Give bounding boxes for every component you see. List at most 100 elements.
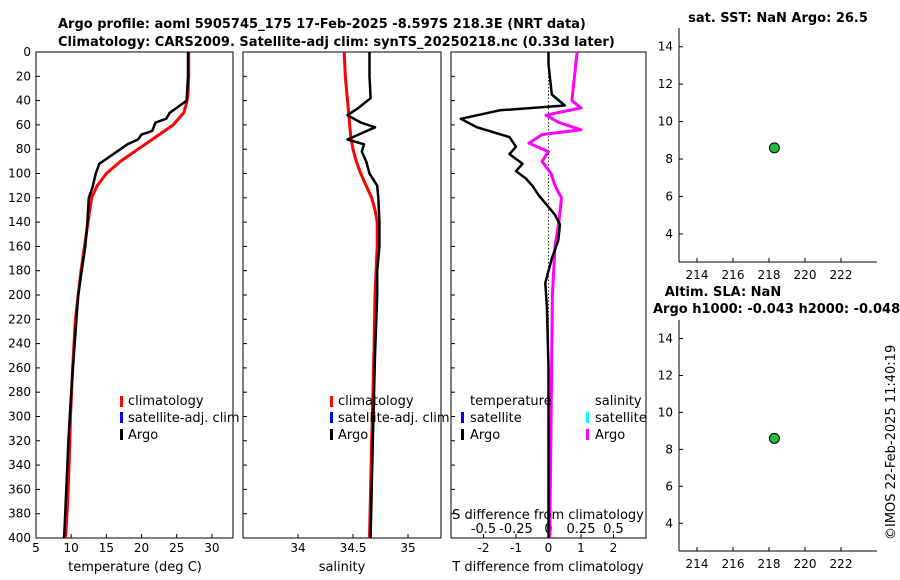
x-tick-label: 35 <box>400 541 415 555</box>
profile-location-marker <box>768 142 780 154</box>
x-tick-label: 220 <box>794 268 817 282</box>
x-tick-label: 218 <box>758 557 781 571</box>
figure-title-line1: Argo profile: aoml 5905745_175 17-Feb-20… <box>58 17 586 32</box>
x-tick-label: 30 <box>204 541 219 555</box>
s-tick-label: -0.25 <box>499 522 533 537</box>
temperature-panel: 5 10 15 20 25 3002040608010012014016018020022… <box>8 45 234 555</box>
y-tick-label: 40 <box>16 94 31 108</box>
y-tick-label: 140 <box>8 215 31 229</box>
climatology-line <box>64 52 191 539</box>
y-tick-label: 4 <box>665 516 673 530</box>
legend-label-s-satellite: satellite <box>595 411 647 426</box>
x-tick-label: 222 <box>830 268 853 282</box>
y-tick-label: 160 <box>8 239 31 253</box>
x-tick-label: -2 <box>478 541 490 555</box>
salinity-legend: climatology satellite-adj. clim Argo <box>330 394 450 443</box>
legend-label-t-satellite: satellite <box>470 411 522 426</box>
s-tick-label: 0.5 <box>603 522 624 537</box>
y-tick-label: 8 <box>665 152 673 166</box>
difference-panel: -2 -1 0 1 2-0.5 -0.25 0 0.25 0.5 <box>450 51 647 555</box>
x-tick-label: 34.5 <box>340 541 367 555</box>
y-tick-label: 320 <box>8 434 31 448</box>
legend-label-argo: Argo <box>128 428 158 443</box>
y-tick-label: 400 <box>8 531 31 545</box>
y-tick-label: 260 <box>8 361 31 375</box>
x-tick-label: 15 <box>99 541 114 555</box>
y-tick-label: 240 <box>8 337 31 351</box>
x-tick-label: 218 <box>758 268 781 282</box>
s-tick-label: 0.25 <box>567 522 596 537</box>
y-tick-label: 60 <box>16 118 31 132</box>
profile-location-marker <box>768 432 780 444</box>
x-tick-label: 222 <box>830 557 853 571</box>
legend-label-climatology: climatology <box>338 394 414 409</box>
y-tick-label: 220 <box>8 312 31 326</box>
y-tick-label: 100 <box>8 167 31 181</box>
y-tick-label: 200 <box>8 288 31 302</box>
legend-swatch-satellite-clim <box>120 412 123 423</box>
x-tick-label: 25 <box>169 541 184 555</box>
legend-label-climatology: climatology <box>128 394 204 409</box>
x-tick-label: 20 <box>134 541 149 555</box>
sst-map-panel: 214 216 218 220 222 4 6 8 10 12 14 <box>658 28 877 282</box>
x-tick-label: 1 <box>577 541 585 555</box>
argo-line <box>62 52 190 539</box>
legend-swatch-climatology <box>120 396 123 407</box>
y-tick-label: 10 <box>658 405 673 419</box>
salinity-panel: 34 34.5 35 <box>242 51 442 555</box>
legend-swatch-s-satellite <box>586 412 589 423</box>
x-tick-label: 0 <box>545 541 553 555</box>
x-tick-label: 214 <box>686 268 709 282</box>
altimetry-title-line1: Altim. SLA: NaN <box>665 285 781 300</box>
x-tick-label: 220 <box>794 557 817 571</box>
climatology-line <box>342 51 379 539</box>
s-tick-label: -0.5 <box>471 522 496 537</box>
legend-swatch-satellite-clim <box>330 412 333 423</box>
y-tick-label: 180 <box>8 264 31 278</box>
s-difference-xlabel: S difference from climatology <box>452 508 644 523</box>
x-tick-label: 216 <box>722 557 745 571</box>
x-tick-label: 10 <box>64 541 79 555</box>
x-tick-label: 34 <box>290 541 305 555</box>
legend-label-t-argo: Argo <box>470 428 500 443</box>
legend-swatch-argo <box>330 429 333 440</box>
altimetry-title-line2: Argo h1000: -0.043 h2000: -0.048 <box>653 302 900 317</box>
y-tick-label: 280 <box>8 385 31 399</box>
y-tick-label: 14 <box>658 331 673 345</box>
temperature-xlabel: temperature (deg C) <box>68 560 202 575</box>
legend-title-salinity: salinity <box>595 394 642 409</box>
legend-swatch-t-argo <box>461 429 464 440</box>
x-tick-label: -1 <box>510 541 522 555</box>
temperature-legend: climatology satellite-adj. clim Argo <box>120 394 240 443</box>
altimetry-map-panel: 214 216 218 220 222 4 6 8 10 12 14 <box>658 320 877 571</box>
y-tick-label: 6 <box>665 479 673 493</box>
legend-swatch-t-satellite <box>461 412 464 423</box>
salinity-axes-frame <box>242 51 442 539</box>
legend-label-satellite-clim: satellite-adj. clim <box>128 411 240 426</box>
x-tick-label: 216 <box>722 268 745 282</box>
y-tick-label: 4 <box>665 227 673 241</box>
y-tick-label: 360 <box>8 482 31 496</box>
y-tick-label: 8 <box>665 442 673 456</box>
y-tick-label: 340 <box>8 458 31 472</box>
y-tick-label: 12 <box>658 368 673 382</box>
t-difference-argo-line <box>459 52 567 538</box>
y-tick-label: 380 <box>8 507 31 521</box>
legend-swatch-climatology <box>330 396 333 407</box>
figure-title-line2: Climatology: CARS2009. Satellite-adj cli… <box>58 35 615 50</box>
legend-title-temperature: temperature <box>470 394 552 409</box>
argo-line <box>346 52 381 539</box>
legend-swatch-argo <box>120 429 123 440</box>
salinity-xlabel: salinity <box>319 560 366 575</box>
difference-legend: temperature satellite Argo salinity sate… <box>461 394 647 443</box>
x-tick-label: 214 <box>686 557 709 571</box>
s-difference-argo-line <box>527 51 583 539</box>
x-tick-label: 5 <box>32 541 40 555</box>
y-tick-label: 12 <box>658 77 673 91</box>
y-tick-label: 80 <box>16 142 31 156</box>
x-tick-label: 2 <box>610 541 618 555</box>
legend-swatch-s-argo <box>586 429 589 440</box>
y-tick-label: 14 <box>658 40 673 54</box>
sst-title: sat. SST: NaN Argo: 26.5 <box>688 11 868 26</box>
